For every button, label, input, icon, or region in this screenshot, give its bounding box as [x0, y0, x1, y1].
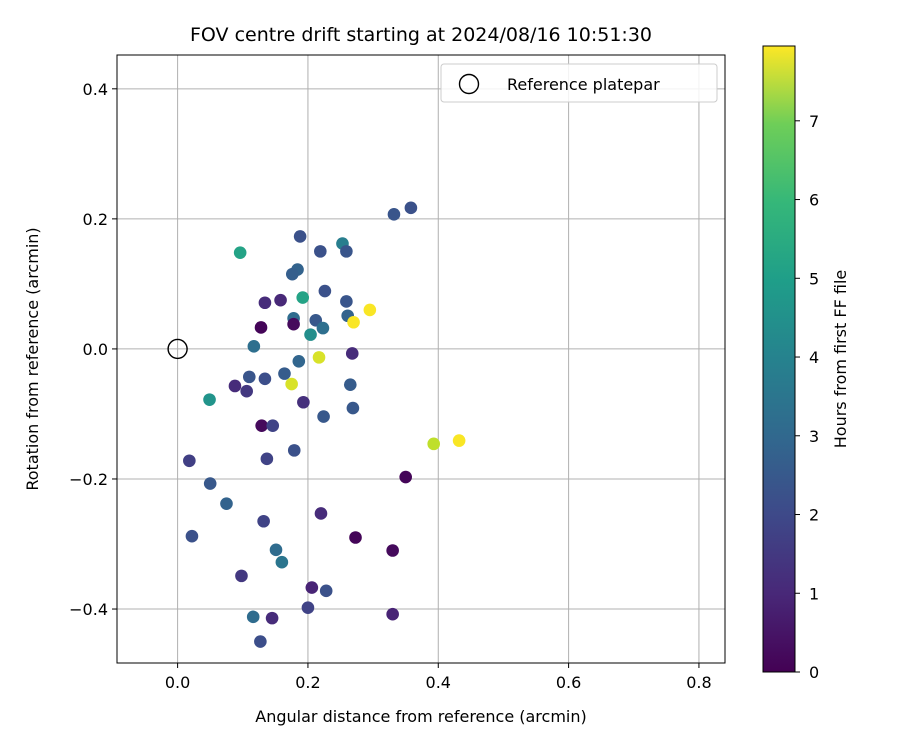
data-point — [185, 529, 199, 543]
colorbar-tick-label: 6 — [809, 191, 819, 210]
data-point — [305, 581, 319, 594]
data-point — [260, 452, 274, 466]
data-point — [275, 555, 289, 569]
data-point — [269, 543, 283, 557]
data-point — [312, 351, 326, 364]
x-tick-label: 0.0 — [165, 673, 190, 692]
colorbar-label: Hours from first FF file — [831, 270, 850, 449]
x-tick-label: 0.4 — [426, 673, 451, 692]
data-point — [265, 611, 279, 625]
data-point — [285, 267, 299, 281]
data-point — [296, 291, 310, 304]
data-point — [343, 378, 357, 391]
data-point — [285, 377, 298, 391]
data-point — [257, 514, 270, 528]
data-point — [203, 393, 216, 406]
x-tick-label: 0.8 — [686, 673, 711, 692]
data-point — [399, 470, 412, 484]
data-point — [427, 437, 441, 451]
data-point — [387, 208, 401, 221]
data-point — [317, 410, 330, 423]
data-point — [452, 434, 466, 447]
data-point — [346, 401, 360, 415]
y-tick-label: −0.2 — [69, 470, 108, 489]
data-point — [349, 531, 362, 544]
legend-label: Reference platepar — [507, 75, 660, 94]
data-point — [319, 584, 333, 598]
data-point — [386, 544, 399, 557]
colorbar: 0 1 2 3 4 5 6 7 Hours from first FF file — [762, 45, 850, 682]
data-point — [242, 370, 256, 384]
x-tick-label: 0.6 — [556, 673, 581, 692]
y-axis-ticks: −0.4 −0.2 0.0 0.2 0.4 — [69, 80, 117, 619]
colorbar-tick-label: 2 — [809, 506, 819, 525]
data-point — [314, 507, 328, 520]
data-point — [404, 201, 418, 215]
data-point — [220, 497, 233, 510]
colorbar-tick-label: 0 — [809, 663, 819, 682]
data-point — [274, 293, 287, 307]
legend: Reference platepar — [440, 63, 718, 103]
colorbar-tick-label: 5 — [809, 269, 819, 288]
data-point — [203, 477, 217, 490]
data-points — [167, 201, 466, 648]
chart-title: FOV centre drift starting at 2024/08/16 … — [190, 24, 652, 46]
y-tick-label: 0.0 — [83, 340, 108, 359]
data-point — [247, 340, 261, 353]
colorbar-gradient — [762, 45, 796, 673]
y-tick-label: −0.4 — [69, 600, 108, 619]
data-point — [258, 296, 272, 310]
data-point — [340, 245, 353, 258]
data-point — [347, 315, 360, 329]
data-point — [233, 246, 247, 259]
data-point — [255, 419, 268, 432]
data-point — [254, 635, 267, 648]
data-point — [254, 321, 268, 334]
data-point — [292, 354, 306, 368]
data-point — [301, 601, 315, 615]
colorbar-ticks: 0 1 2 3 4 5 6 7 — [795, 112, 819, 682]
y-axis-label: Rotation from reference (arcmin) — [23, 227, 42, 490]
data-point — [228, 379, 242, 393]
data-point — [318, 284, 332, 298]
data-point — [266, 419, 280, 432]
colorbar-tick-label: 4 — [809, 348, 819, 367]
colorbar-tick-label: 1 — [809, 584, 819, 603]
data-point — [240, 384, 253, 398]
data-point — [246, 610, 260, 624]
colorbar-tick-label: 3 — [809, 427, 819, 446]
data-point — [183, 454, 196, 468]
data-point — [386, 607, 399, 621]
data-point — [278, 367, 291, 380]
data-point — [345, 347, 359, 360]
grid-lines — [117, 55, 725, 663]
data-point — [314, 245, 327, 258]
data-point — [235, 569, 248, 583]
data-point — [304, 328, 317, 341]
x-axis-ticks: 0.0 0.2 0.4 0.6 0.8 — [165, 663, 712, 692]
reference-platepar-marker — [167, 338, 188, 360]
data-point — [297, 395, 310, 409]
data-point — [287, 444, 301, 457]
y-tick-label: 0.4 — [83, 80, 108, 99]
legend-marker-open-circle — [458, 73, 480, 95]
legend-box — [440, 63, 718, 103]
x-tick-label: 0.2 — [295, 673, 320, 692]
colorbar-tick-label: 7 — [809, 112, 819, 131]
data-point — [340, 295, 353, 308]
data-point — [293, 230, 307, 243]
plot-frame — [116, 54, 726, 664]
data-point — [363, 303, 377, 317]
data-point — [287, 317, 300, 331]
x-axis-label: Angular distance from reference (arcmin) — [255, 707, 586, 726]
data-point — [258, 372, 272, 386]
y-tick-label: 0.2 — [83, 210, 108, 229]
data-point — [316, 321, 330, 335]
